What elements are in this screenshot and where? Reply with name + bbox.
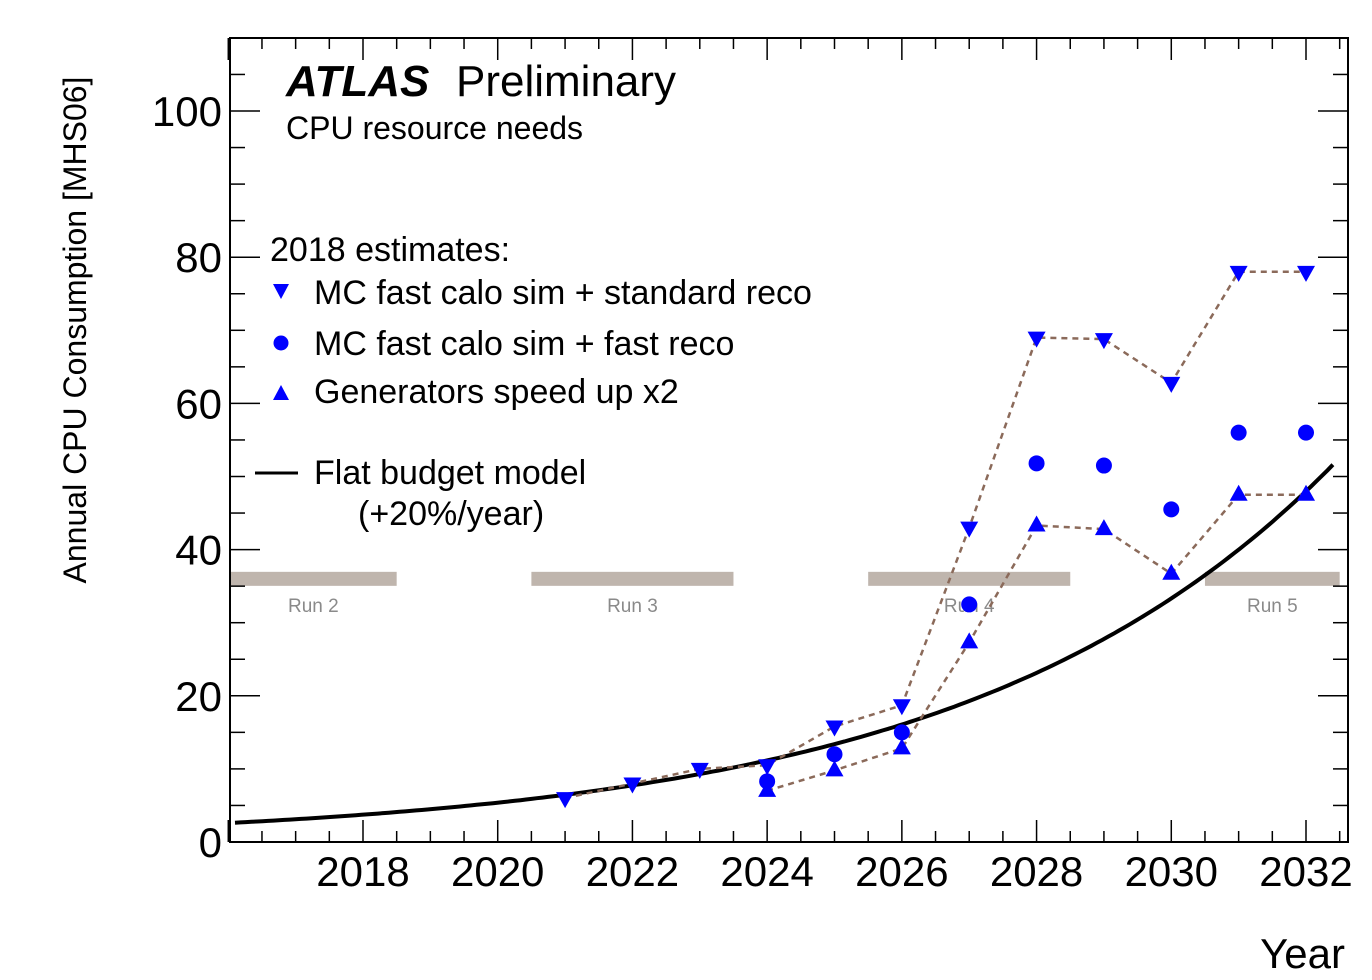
run-band-run-5 (1204, 571, 1340, 586)
y-tick-label: 20 (175, 673, 222, 720)
run-label-run-5: Run 5 (1247, 596, 1298, 617)
data-point-series-1 (1027, 331, 1046, 348)
data-point-series-1 (892, 699, 911, 716)
data-point-series-3 (960, 632, 979, 649)
y-tick-label: 40 (175, 527, 222, 574)
data-point-series-3 (1297, 484, 1315, 501)
data-point-series-1 (1162, 376, 1181, 393)
data-point-series-2 (893, 724, 910, 741)
legend-label-series-2: MC fast calo sim + fast reco (314, 325, 734, 363)
y-axis-title: Annual CPU Consumption [MHS06] (57, 77, 93, 584)
data-point-series-1 (623, 777, 642, 794)
run-label-run-3: Run 3 (607, 596, 658, 617)
x-tick-label: 2022 (586, 848, 679, 895)
data-point-series-1 (825, 720, 844, 737)
data-point-series-3 (1162, 563, 1181, 580)
y-tick-label: 100 (152, 88, 222, 135)
data-point-series-3 (825, 760, 844, 777)
series-line-1 (564, 270, 1306, 800)
data-point-series-2 (1028, 455, 1045, 472)
axes: 2018 2020 2022 2024 2026 2028 2030 2032 0 20 40 60 8… (152, 38, 1353, 895)
data-point-series-1 (1297, 265, 1315, 282)
data-point-series-3 (758, 780, 777, 797)
data-point-series-2 (1095, 457, 1112, 474)
y-tick-label: 60 (175, 380, 222, 427)
legend: 2018 estimates: MC fast calo sim + stand… (255, 231, 812, 533)
data-point-series-1 (1229, 265, 1248, 282)
data-point-series-2 (826, 746, 843, 763)
x-tick-label: 2020 (451, 848, 544, 895)
data-point-series-3 (1094, 519, 1113, 536)
legend-marker-triangle-up-icon (273, 385, 289, 400)
plot-frame (229, 37, 1349, 843)
chart-subtitle: CPU resource needs (286, 110, 583, 146)
legend-marker-triangle-down-icon (273, 284, 289, 299)
data-point-series-2 (1230, 424, 1247, 441)
data-point-series-3 (892, 738, 911, 755)
run-band-run-4 (868, 571, 1071, 586)
series-markers-layer (556, 265, 1315, 809)
data-point-series-1 (1094, 333, 1113, 350)
experiment-label: ATLAS (285, 57, 429, 106)
series-line-3 (766, 493, 1306, 792)
run-band-run-3 (531, 571, 734, 586)
legend-label-budget: Flat budget model (314, 454, 586, 492)
legend-label-series-3: Generators speed up x2 (314, 373, 679, 411)
legend-label-series-1: MC fast calo sim + standard reco (314, 274, 812, 312)
x-tick-label: 2026 (855, 848, 948, 895)
y-tick-label: 80 (175, 234, 222, 281)
x-tick-label: 2028 (990, 848, 1083, 895)
data-point-series-3 (1229, 484, 1248, 501)
x-tick-label: 2030 (1125, 848, 1218, 895)
data-point-series-3 (1027, 515, 1046, 532)
legend-header: 2018 estimates: (270, 231, 510, 269)
legend-marker-circle-icon (273, 335, 289, 351)
x-tick-label: 2032 (1259, 848, 1352, 895)
run-band-run-2 (230, 571, 397, 586)
x-tick-label: 2024 (720, 848, 813, 895)
data-point-series-1 (758, 759, 777, 776)
data-point-series-1 (960, 521, 979, 538)
data-point-series-1 (690, 762, 709, 779)
legend-label-budget-line2: (+20%/year) (358, 495, 544, 533)
x-tick-label: 2018 (316, 848, 409, 895)
data-point-series-2 (1298, 424, 1314, 441)
data-point-series-2 (961, 596, 978, 613)
status-label: Preliminary (456, 57, 676, 106)
run-periods: Run 2 Run 3 Run 4 Run 5 (230, 571, 1340, 617)
y-tick-label: 0 (199, 819, 222, 866)
x-axis-title: Year (1260, 930, 1345, 977)
data-point-series-1 (556, 792, 575, 809)
data-point-series-2 (1163, 501, 1180, 518)
run-label-run-2: Run 2 (288, 596, 339, 617)
